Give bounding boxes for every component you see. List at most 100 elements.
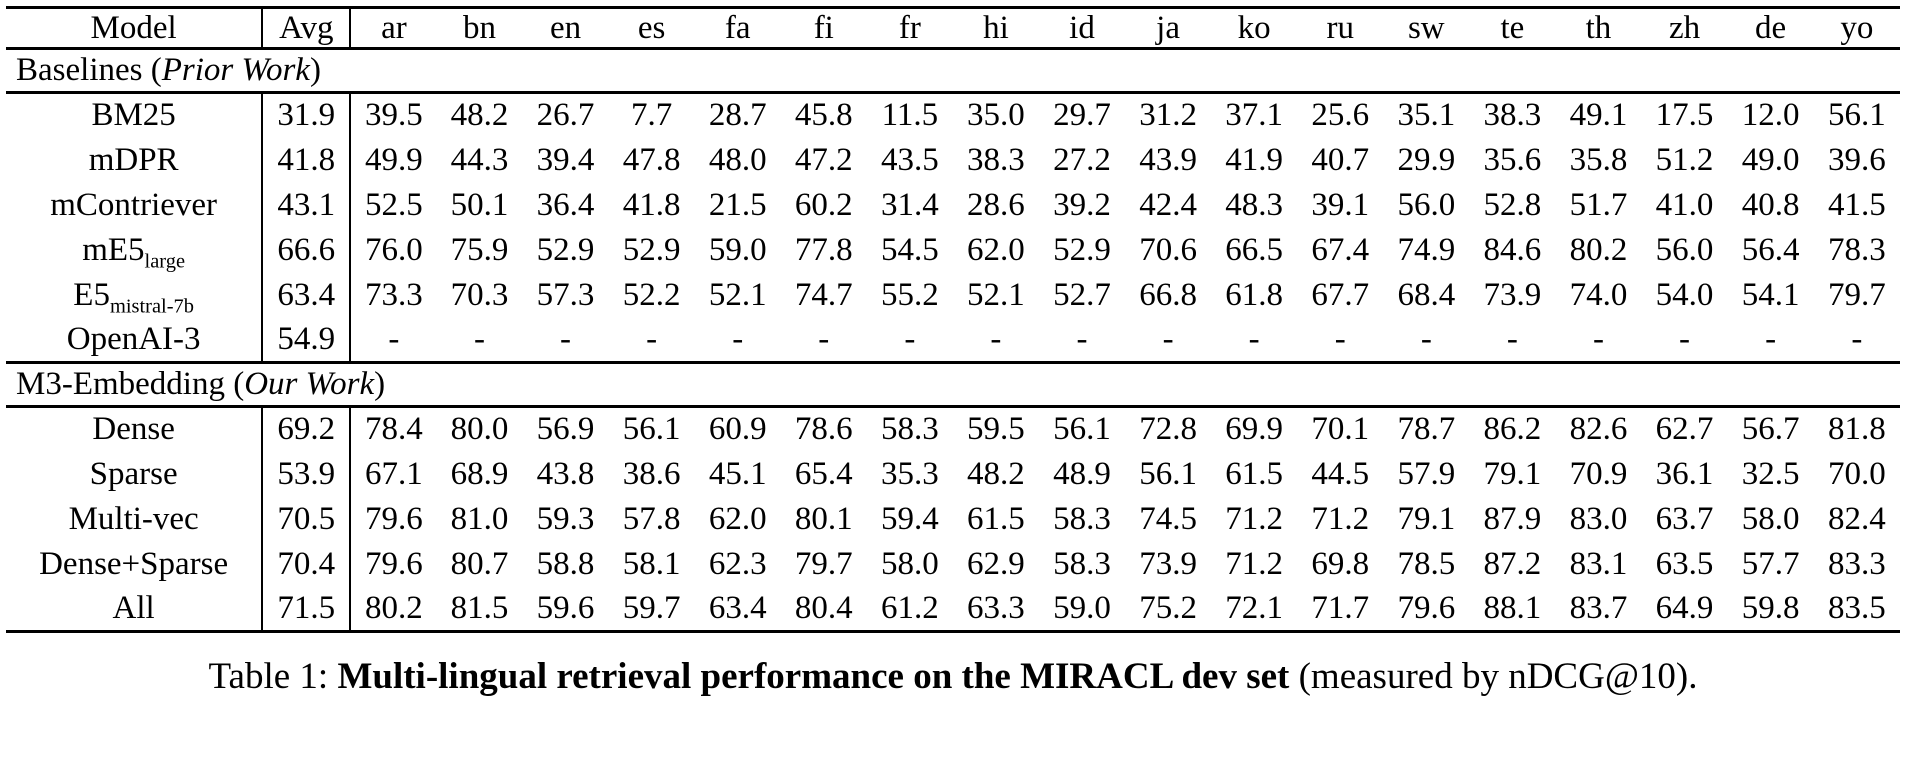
- score-cell-ja: 72.8: [1139, 411, 1197, 448]
- score-cell-hi: -: [990, 320, 1002, 357]
- model-name-cell: All: [112, 589, 155, 626]
- score-cell-fa: 63.4: [708, 589, 767, 626]
- table-caption: Table 1: Multi-lingual retrieval perform…: [6, 655, 1900, 698]
- score-cell-ko: 48.3: [1225, 186, 1284, 223]
- score-cell-te: 38.3: [1483, 97, 1542, 134]
- score-cell-zh: 64.9: [1655, 589, 1714, 626]
- score-cell-fi: 45.8: [794, 97, 853, 134]
- score-cell-bn: -: [473, 320, 485, 357]
- score-cell-fa: 45.1: [708, 455, 767, 492]
- score-cell-te: 84.6: [1483, 231, 1542, 268]
- score-cell-hi: 61.5: [967, 500, 1025, 537]
- score-cell-sw: 35.1: [1397, 97, 1456, 134]
- score-cell-hi: 35.0: [967, 97, 1025, 134]
- score-cell-ko: 61.8: [1225, 276, 1284, 313]
- score-cell-yo: 79.7: [1827, 276, 1886, 313]
- score-cell-en: 52.9: [536, 231, 595, 268]
- score-cell-ru: 40.7: [1311, 141, 1370, 178]
- avg-value-cell: 70.4: [261, 541, 352, 587]
- score-cell-es: 52.2: [622, 276, 681, 313]
- avg-value-cell: 69.2: [261, 406, 352, 452]
- score-cell-ko: -: [1248, 320, 1260, 357]
- score-cell-ja: 43.9: [1139, 141, 1197, 178]
- column-header-id: id: [1038, 7, 1126, 50]
- score-cell-fa: 62.0: [708, 500, 767, 537]
- table-row: OpenAI-3 54.9- - - - - - - - - - - - - - - - - -: [6, 317, 1900, 363]
- column-header-avg: Avg: [261, 7, 352, 50]
- score-cell-bn: 80.0: [450, 411, 509, 448]
- column-header-en: en: [522, 7, 609, 50]
- section-text: M3-Embedding (: [16, 366, 245, 402]
- column-header-ja: ja: [1125, 7, 1212, 50]
- column-header-de: de: [1727, 7, 1814, 50]
- score-cell-ko: 61.5: [1225, 455, 1284, 492]
- score-cell-fr: 58.3: [880, 411, 939, 448]
- score-cell-ja: 74.5: [1139, 500, 1197, 537]
- table-row: Sparse 53.9 67.1 68.9 43.8 38.6 45.1 65.4 35.3 48…: [6, 451, 1900, 497]
- score-cell-te: 86.2: [1483, 411, 1542, 448]
- score-cell-es: 57.8: [622, 500, 681, 537]
- score-cell-th: 82.6: [1569, 411, 1628, 448]
- score-cell-sw: 57.9: [1397, 455, 1456, 492]
- avg-value-cell: 41.8: [261, 137, 352, 183]
- score-cell-fi: 80.1: [794, 500, 853, 537]
- score-cell-es: 47.8: [622, 141, 681, 178]
- score-cell-ko: 69.9: [1225, 411, 1284, 448]
- score-cell-es: -: [646, 320, 658, 357]
- score-cell-hi: 28.6: [967, 186, 1025, 223]
- score-cell-de: 59.8: [1741, 589, 1800, 626]
- score-cell-de: 58.0: [1741, 500, 1800, 537]
- score-cell-th: 80.2: [1569, 231, 1628, 268]
- score-cell-zh: 41.0: [1655, 186, 1714, 223]
- score-cell-fr: 59.4: [880, 500, 939, 537]
- score-cell-ru: 70.1: [1311, 411, 1370, 448]
- score-cell-hi: 62.9: [967, 545, 1025, 582]
- score-cell-bn: 75.9: [450, 231, 509, 268]
- table-row: All 71.5 80.2 81.5 59.6 59.7 63.4 80.4 61.2 63.3 5…: [6, 586, 1900, 632]
- score-cell-sw: 79.1: [1397, 500, 1456, 537]
- score-cell-es: 58.1: [622, 545, 681, 582]
- score-cell-de: -: [1765, 320, 1777, 357]
- score-cell-ja: 56.1: [1139, 455, 1197, 492]
- caption-suffix: (measured by nDCG@10).: [1289, 656, 1698, 697]
- caption-prefix: Table 1:: [208, 656, 338, 697]
- score-cell-en: 43.8: [536, 455, 595, 492]
- caption-bold-title: Multi-lingual retrieval performance on t…: [337, 656, 1290, 697]
- score-cell-ja: 66.8: [1139, 276, 1197, 313]
- table-row: Dense+Sparse 70.4 79.6 80.7 58.8 58.1 62.3 79.7…: [6, 541, 1900, 587]
- score-cell-ar: 73.3: [365, 276, 423, 313]
- score-cell-zh: 54.0: [1655, 276, 1714, 313]
- score-cell-id: 39.2: [1053, 186, 1111, 223]
- score-cell-th: -: [1592, 320, 1604, 357]
- score-cell-ru: 71.2: [1311, 500, 1370, 537]
- score-cell-hi: 38.3: [967, 141, 1025, 178]
- score-cell-ja: 73.9: [1139, 545, 1197, 582]
- score-cell-zh: 63.5: [1655, 545, 1714, 582]
- score-cell-th: 49.1: [1569, 97, 1628, 134]
- score-cell-en: 57.3: [536, 276, 595, 313]
- avg-value-cell: 66.6: [261, 227, 352, 273]
- score-cell-id: 52.9: [1053, 231, 1111, 268]
- score-cell-zh: 36.1: [1655, 455, 1714, 492]
- score-cell-ru: 67.4: [1311, 231, 1370, 268]
- score-cell-te: 35.6: [1483, 141, 1542, 178]
- score-cell-zh: -: [1679, 320, 1691, 357]
- column-header-sw: sw: [1383, 7, 1470, 50]
- score-cell-en: 59.3: [536, 500, 595, 537]
- avg-value-cell: 70.5: [261, 496, 352, 542]
- score-cell-yo: 70.0: [1827, 455, 1886, 492]
- score-cell-id: 27.2: [1053, 141, 1111, 178]
- score-cell-de: 40.8: [1741, 186, 1800, 223]
- table-header-row: Model Avg ar bn en es fa fi fr hi id ja ko ru sw te th zh…: [6, 7, 1900, 50]
- table-row: BM25 31.9 39.5 48.2 26.7 7.7 28.7 45.8 11.5 35.0 2…: [6, 92, 1900, 138]
- score-cell-yo: 56.1: [1827, 97, 1886, 134]
- score-cell-id: 56.1: [1053, 411, 1111, 448]
- score-cell-fa: 59.0: [708, 231, 767, 268]
- score-cell-es: 52.9: [622, 231, 681, 268]
- score-cell-yo: 82.4: [1827, 500, 1886, 537]
- table-row: Multi-vec 70.5 79.6 81.0 59.3 57.8 62.0 80.1 59.…: [6, 496, 1900, 542]
- model-name-cell: Dense+Sparse: [39, 545, 229, 582]
- section-label: Baselines (Prior Work): [6, 47, 1900, 94]
- score-cell-ru: 69.8: [1311, 545, 1370, 582]
- score-cell-id: -: [1076, 320, 1088, 357]
